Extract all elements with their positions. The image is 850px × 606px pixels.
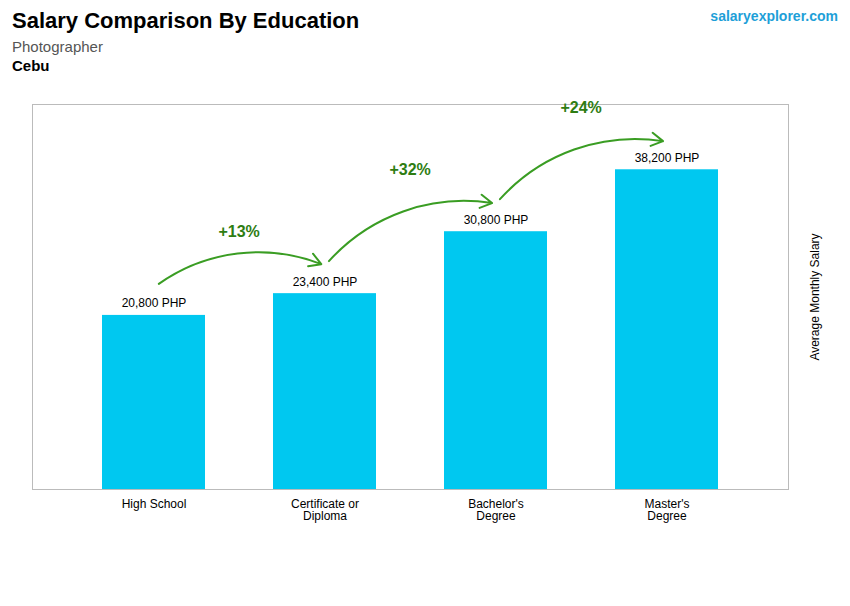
- svg-text:38,200 PHP: 38,200 PHP: [635, 151, 700, 165]
- svg-text:Master'sDegree: Master'sDegree: [645, 497, 690, 523]
- html-text:Photographer: Photographer: [12, 38, 103, 55]
- svg-text:Certificate orDiploma: Certificate orDiploma: [291, 497, 359, 523]
- html-text:Salary Comparison By Education: Salary Comparison By Education: [12, 8, 360, 33]
- svg-text:+32%: +32%: [389, 161, 430, 178]
- svg-text:Bachelor'sDegree: Bachelor'sDegree: [468, 497, 524, 523]
- svg-text:+13%: +13%: [218, 223, 259, 240]
- svg-text:20,800 PHP: 20,800 PHP: [122, 296, 187, 310]
- svg-text:High School: High School: [122, 497, 187, 511]
- html-text:salaryexplorer.com: salaryexplorer.com: [710, 8, 838, 24]
- svg-text:23,400 PHP: 23,400 PHP: [293, 275, 358, 289]
- svg-text:Average Monthly Salary: Average Monthly Salary: [808, 233, 822, 360]
- html-text:Cebu: Cebu: [12, 57, 50, 74]
- svg-text:30,800 PHP: 30,800 PHP: [464, 213, 529, 227]
- svg-text:+24%: +24%: [560, 99, 601, 116]
